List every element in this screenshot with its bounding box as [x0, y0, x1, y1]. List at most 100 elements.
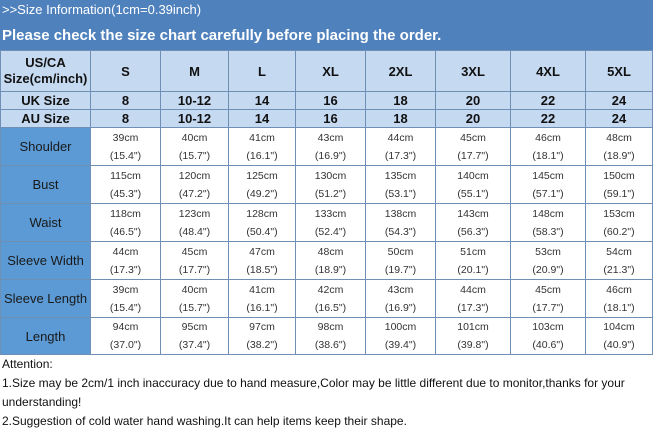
measurement-cell: 118cm (46.5"): [90, 203, 161, 242]
measurement-cell: 97cm (38.2"): [228, 317, 296, 355]
measurement-cell: 48cm (18.9"): [295, 241, 366, 280]
attention-title: Attention:: [2, 357, 53, 371]
inch-value: (18.9"): [314, 263, 347, 276]
inch-value: (15.4"): [109, 149, 142, 162]
au-size-value: 20: [435, 109, 511, 128]
inch-value: (21.3"): [603, 263, 635, 276]
cm-value: 138cm: [384, 207, 417, 220]
measurement-cell: 45cm (17.7"): [510, 279, 586, 318]
cm-value: 45cm: [181, 245, 208, 258]
cm-value: 43cm: [387, 283, 414, 296]
inch-value: (50.4"): [246, 225, 278, 238]
cm-value: 104cm: [603, 321, 635, 333]
cm-value: 120cm: [178, 169, 211, 182]
measurement-cell: 133cm (52.4"): [295, 203, 366, 242]
measurement-cell: 50cm (19.7"): [365, 241, 436, 280]
cm-value: 115cm: [110, 169, 141, 182]
measurement-cell: 128cm (50.4"): [228, 203, 296, 242]
measurement-label: Length: [0, 317, 91, 355]
measurement-cell: 48cm (18.9"): [585, 127, 653, 166]
measurement-row: Length 94cm (37.0") 95cm (37.4") 97cm (38.2") 9…: [0, 317, 653, 355]
measurement-label: Sleeve Width: [0, 241, 91, 280]
measurement-cell: 46cm (18.1"): [510, 127, 586, 166]
measurement-cell: 44cm (17.3"): [90, 241, 161, 280]
inch-value: (18.1"): [532, 149, 564, 162]
measurement-cell: 47cm (18.5"): [228, 241, 296, 280]
inch-value: (48.4"): [178, 225, 211, 238]
inch-value: (17.7"): [178, 263, 211, 276]
size-header: S: [90, 50, 161, 92]
inch-value: (52.4"): [314, 225, 347, 238]
measurement-cell: 46cm (18.1"): [585, 279, 653, 318]
uk-size-value: 20: [435, 91, 511, 110]
inch-value: (18.5"): [246, 263, 278, 276]
au-size-value: 16: [295, 109, 366, 128]
measurement-cell: 39cm (15.4"): [90, 127, 161, 166]
measurement-cell: 43cm (16.9"): [295, 127, 366, 166]
inch-value: (59.1"): [603, 187, 635, 200]
cm-value: 48cm: [317, 245, 344, 258]
uk-size-value: 8: [90, 91, 161, 110]
inch-value: (47.2"): [178, 187, 211, 200]
cm-value: 53cm: [535, 245, 561, 258]
cm-value: 94cm: [112, 321, 139, 333]
measurement-cell: 42cm (16.5"): [295, 279, 366, 318]
measurement-cell: 45cm (17.7"): [435, 127, 511, 166]
cm-value: 40cm: [181, 131, 208, 144]
measurement-cell: 41cm (16.1"): [228, 127, 296, 166]
inch-value: (16.5"): [314, 301, 347, 314]
cm-value: 47cm: [249, 245, 275, 258]
measurement-cell: 98cm (38.6"): [295, 317, 366, 355]
cm-value: 95cm: [181, 321, 208, 333]
cm-value: 125cm: [246, 169, 278, 182]
measurement-cell: 140cm (55.1"): [435, 165, 511, 204]
measurement-row: Bust 115cm (45.3") 120cm (47.2") 125cm (49.2")…: [0, 165, 653, 204]
inch-value: (16.1"): [246, 301, 278, 314]
inch-value: (19.7"): [384, 263, 417, 276]
cm-value: 45cm: [535, 283, 561, 296]
inch-value: (17.7"): [532, 301, 564, 314]
size-header: L: [228, 50, 296, 92]
measurement-cell: 130cm (51.2"): [295, 165, 366, 204]
cm-value: 44cm: [387, 131, 414, 144]
cm-value: 101cm: [457, 321, 489, 333]
cm-value: 51cm: [460, 245, 486, 258]
inch-value: (16.9"): [384, 301, 417, 314]
cm-value: 130cm: [314, 169, 347, 182]
size-header: 5XL: [585, 50, 653, 92]
measurement-cell: 101cm (39.8"): [435, 317, 511, 355]
au-size-value: 10-12: [160, 109, 229, 128]
measurement-cell: 40cm (15.7"): [160, 279, 229, 318]
inch-value: (37.4"): [178, 339, 211, 351]
measurement-cell: 145cm (57.1"): [510, 165, 586, 204]
uk-size-value: 16: [295, 91, 366, 110]
measurement-cell: 100cm (39.4"): [365, 317, 436, 355]
inch-value: (40.6"): [532, 339, 564, 351]
inch-value: (38.6"): [314, 339, 347, 351]
measurement-cell: 40cm (15.7"): [160, 127, 229, 166]
inch-value: (39.8"): [457, 339, 489, 351]
cm-value: 40cm: [181, 283, 208, 296]
cm-value: 145cm: [532, 169, 564, 182]
au-size-value: 22: [510, 109, 586, 128]
uk-size-value: 22: [510, 91, 586, 110]
inch-value: (57.1"): [532, 187, 564, 200]
inch-value: (15.7"): [178, 149, 211, 162]
measurement-row: Sleeve Width 44cm (17.3") 45cm (17.7") 47cm (1…: [0, 241, 653, 280]
au-size-row: AU Size 8 10-12 14 16 18 20 22 24: [0, 109, 653, 128]
measurement-label: Waist: [0, 203, 91, 242]
measurement-cell: 43cm (16.9"): [365, 279, 436, 318]
cm-value: 97cm: [249, 321, 275, 333]
uk-size-label: UK Size: [0, 91, 91, 110]
cm-value: 150cm: [603, 169, 635, 182]
inch-value: (15.4"): [109, 301, 142, 314]
cm-value: 39cm: [112, 131, 139, 144]
inch-value: (16.9"): [314, 149, 347, 162]
size-header: 2XL: [365, 50, 436, 92]
measurement-cell: 104cm (40.9"): [585, 317, 653, 355]
cm-value: 42cm: [317, 283, 344, 296]
measurement-cell: 150cm (59.1"): [585, 165, 653, 204]
size-header: 4XL: [510, 50, 586, 92]
measurement-cell: 95cm (37.4"): [160, 317, 229, 355]
size-header: XL: [295, 50, 366, 92]
